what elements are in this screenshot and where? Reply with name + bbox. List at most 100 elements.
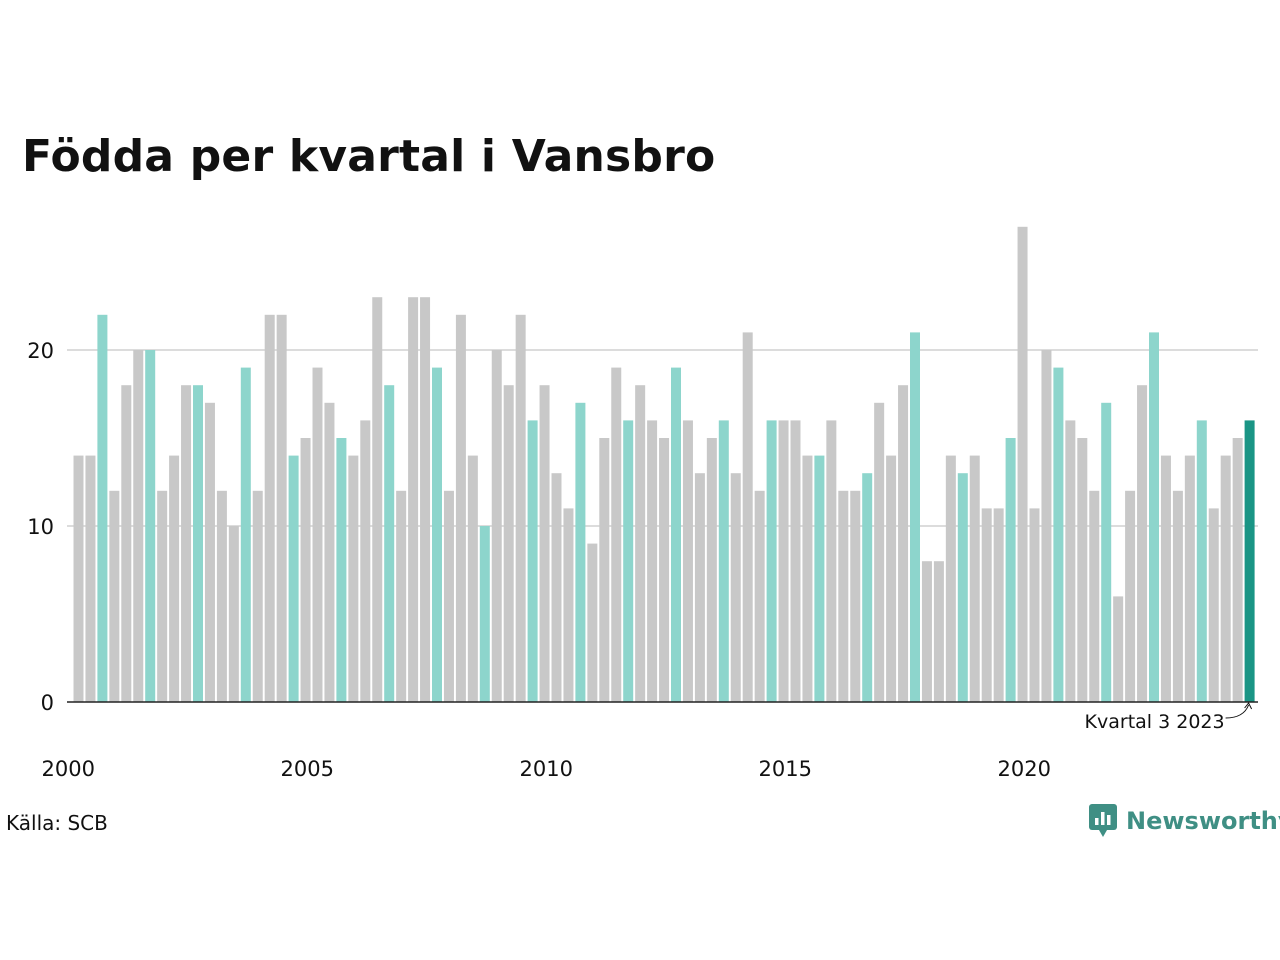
bar-2005-q1 bbox=[312, 367, 323, 702]
bar-2009-q4 bbox=[539, 385, 550, 702]
bar-2022-q2 bbox=[1137, 385, 1148, 702]
bar-2003-q3 bbox=[240, 367, 251, 702]
bar-2018-q3 bbox=[957, 473, 968, 702]
bar-2013-q4 bbox=[730, 473, 741, 702]
bar-2019-q3 bbox=[1005, 438, 1016, 702]
bar-2006-q4 bbox=[396, 490, 407, 702]
bar-2017-q4 bbox=[921, 561, 932, 702]
bar-2022-q1 bbox=[1125, 490, 1136, 702]
bar-2001-q2 bbox=[133, 350, 144, 702]
bar-2008-q4 bbox=[491, 350, 502, 702]
bar-2010-q2 bbox=[563, 508, 574, 702]
bar-2015-q1 bbox=[790, 420, 801, 702]
bar-2006-q3 bbox=[384, 385, 395, 702]
bar-2008-q3 bbox=[479, 526, 490, 702]
bar-2012-q2 bbox=[659, 438, 670, 702]
bar-2001-q1 bbox=[121, 385, 132, 702]
bar-2011-q2 bbox=[611, 367, 622, 702]
bar-2007-q2 bbox=[420, 297, 431, 702]
x-tick-label-2020: 2020 bbox=[998, 757, 1051, 781]
bar-2001-q4 bbox=[157, 490, 168, 702]
bar-2002-q3 bbox=[193, 385, 203, 702]
bar-2020-q4 bbox=[1065, 420, 1076, 702]
y-tick-label-20: 20 bbox=[27, 339, 54, 363]
bar-2023-q3 bbox=[1196, 420, 1207, 702]
bar-2015-q3 bbox=[814, 455, 825, 702]
bar-2002-q2 bbox=[181, 385, 192, 702]
bar-2010-q3 bbox=[575, 402, 586, 702]
bar-2016-q3 bbox=[862, 473, 873, 702]
bar-2019-q1 bbox=[981, 508, 992, 702]
bar-2017-q1 bbox=[886, 455, 897, 702]
bar-2003-q4 bbox=[252, 490, 263, 702]
bar-2024-q3 bbox=[1244, 420, 1255, 702]
bar-2024-q1 bbox=[1220, 455, 1231, 702]
axes: 0 10 20 2000 2005 2010 2015 2020 bbox=[27, 339, 1258, 781]
x-tick-label-2015: 2015 bbox=[759, 757, 812, 781]
bar-2000-q3 bbox=[97, 314, 108, 702]
annotation-arrowhead bbox=[1244, 702, 1253, 710]
bar-2018-q1 bbox=[933, 561, 944, 702]
bar-2006-q1 bbox=[360, 420, 371, 702]
bar-2003-q1 bbox=[216, 490, 227, 702]
bar-2018-q2 bbox=[945, 455, 956, 702]
source-note: Källa: SCB bbox=[6, 811, 108, 835]
bar-2013-q2 bbox=[706, 438, 717, 702]
bar-2013-q1 bbox=[694, 473, 705, 702]
bar-2016-q1 bbox=[838, 490, 849, 702]
bar-2004-q3 bbox=[288, 455, 299, 702]
bar-2012-q4 bbox=[682, 420, 693, 702]
bar-2020-q3 bbox=[1053, 367, 1064, 702]
annotation-label: Kvartal 3 2023 bbox=[1085, 711, 1225, 733]
bar-2021-q4 bbox=[1113, 596, 1124, 702]
bar-2010-q4 bbox=[587, 543, 598, 702]
bar-2019-q2 bbox=[993, 508, 1004, 702]
bar-2003-q2 bbox=[228, 526, 239, 702]
bar-2005-q4 bbox=[348, 455, 359, 702]
bar-2011-q4 bbox=[635, 385, 646, 702]
y-tick-label-0: 0 bbox=[41, 691, 54, 715]
bar-2009-q2 bbox=[515, 314, 526, 702]
bar-2005-q3 bbox=[336, 438, 347, 702]
bar-2019-q4 bbox=[1017, 226, 1028, 703]
bar-2015-q4 bbox=[826, 420, 837, 702]
bar-2007-q4 bbox=[443, 490, 454, 702]
bar-2023-q4 bbox=[1208, 508, 1219, 702]
bar-2014-q4 bbox=[778, 420, 789, 702]
bar-2023-q2 bbox=[1184, 455, 1195, 702]
y-tick-label-10: 10 bbox=[27, 515, 54, 539]
bar-2012-q3 bbox=[671, 367, 681, 702]
bar-2001-q3 bbox=[145, 350, 156, 702]
brand-name: Newsworthy bbox=[1126, 807, 1280, 835]
bar-2006-q2 bbox=[372, 297, 383, 702]
bar-2013-q3 bbox=[718, 420, 729, 702]
bar-2014-q1 bbox=[742, 332, 753, 702]
bar-2002-q4 bbox=[204, 402, 215, 702]
bar-2005-q2 bbox=[324, 402, 335, 702]
bar-2022-q3 bbox=[1149, 332, 1159, 702]
bar-2023-q1 bbox=[1172, 490, 1183, 702]
bar-2016-q4 bbox=[874, 402, 885, 702]
bar-2011-q3 bbox=[623, 420, 634, 702]
bar-2018-q4 bbox=[969, 455, 980, 702]
bar-2008-q1 bbox=[455, 314, 466, 702]
bar-2020-q1 bbox=[1029, 508, 1040, 702]
bar-2017-q2 bbox=[898, 385, 909, 702]
bar-2015-q2 bbox=[802, 455, 813, 702]
bar-2002-q1 bbox=[169, 455, 180, 702]
bar-2022-q4 bbox=[1160, 455, 1171, 702]
bar-2011-q1 bbox=[599, 438, 610, 702]
bar-2024-q2 bbox=[1232, 438, 1243, 702]
bar-2017-q3 bbox=[910, 332, 920, 702]
bar-2007-q3 bbox=[432, 367, 442, 702]
bar-2004-q1 bbox=[264, 314, 275, 702]
bar-2020-q2 bbox=[1041, 350, 1052, 702]
x-tick-label-2010: 2010 bbox=[520, 757, 573, 781]
x-tick-label-2000: 2000 bbox=[42, 757, 95, 781]
bar-2008-q2 bbox=[467, 455, 478, 702]
bar-2004-q2 bbox=[276, 314, 287, 702]
bars bbox=[73, 226, 1255, 703]
annotation-arrow bbox=[1225, 704, 1250, 719]
bar-2014-q2 bbox=[754, 490, 765, 702]
